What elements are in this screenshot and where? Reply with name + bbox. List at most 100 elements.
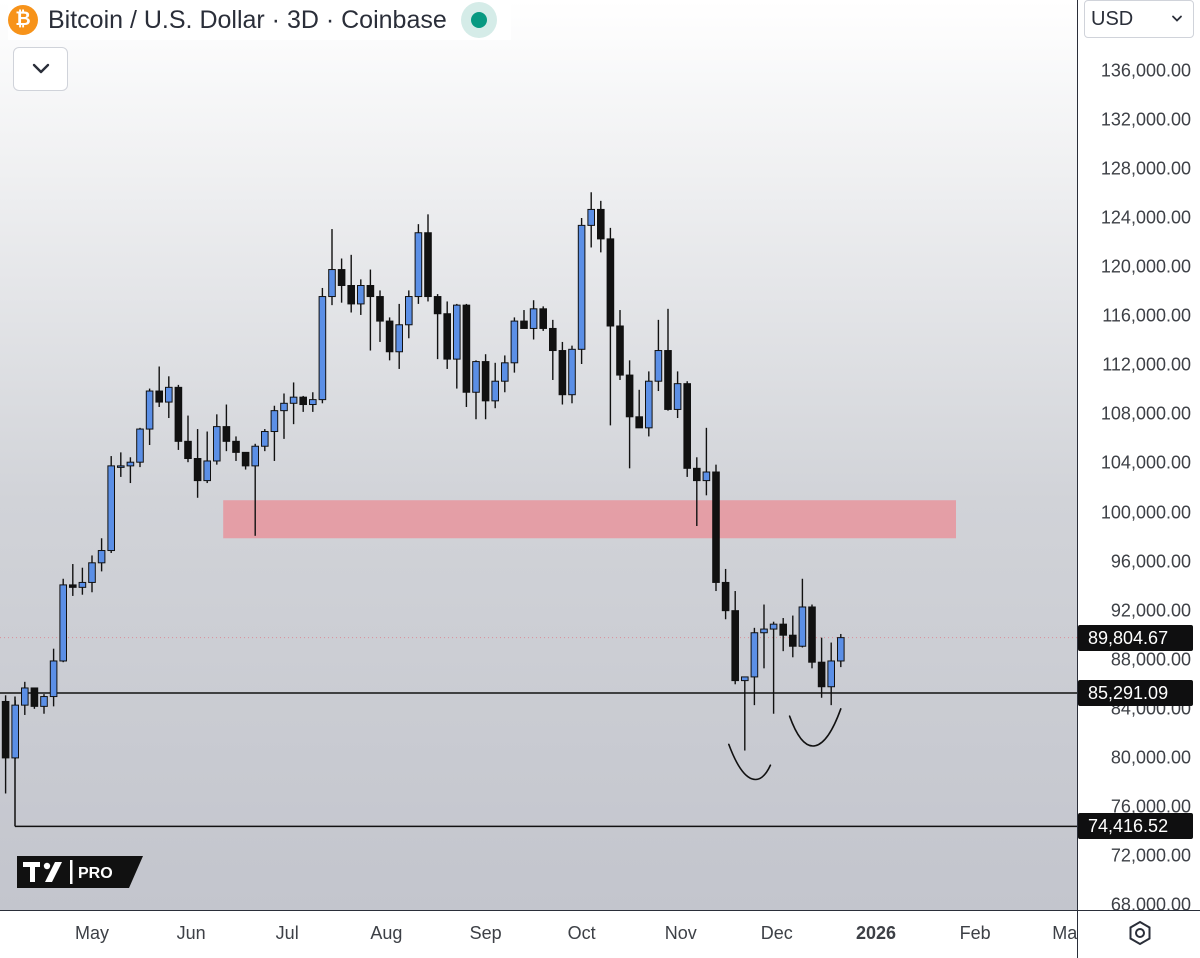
- candle: [577, 218, 586, 365]
- candle: [40, 694, 48, 714]
- candle: [117, 452, 125, 477]
- candle: [222, 404, 231, 452]
- market-status-badge[interactable]: [460, 2, 497, 38]
- bitcoin-icon: ₿: [8, 5, 38, 35]
- price-tick-label: 120,000.00: [1100, 256, 1191, 277]
- candle: [558, 341, 567, 405]
- price-tick-label: 124,000.00: [1100, 207, 1191, 228]
- candle-body-bear: [779, 623, 788, 636]
- candle-body-bull: [59, 584, 68, 662]
- candle: [136, 427, 144, 468]
- time-tick-label: Dec: [760, 923, 793, 943]
- candle-body-bear: [424, 232, 432, 298]
- candle: [616, 310, 624, 380]
- candle: [837, 633, 845, 668]
- candle-body-bull: [395, 324, 403, 353]
- symbol-title[interactable]: Bitcoin / U.S. Dollar · 3D · Coinbase: [48, 5, 447, 34]
- candle-body-bull: [40, 696, 48, 707]
- candle-body-bull: [289, 396, 298, 404]
- candle-body-bear: [30, 687, 39, 707]
- candle: [289, 382, 298, 425]
- time-tick-label: Sep: [469, 923, 502, 943]
- price-level-tag[interactable]: 85,291.09: [1078, 679, 1193, 706]
- hand-drawn-curve-annotation: [728, 743, 772, 781]
- time-tick-label: Oct: [567, 923, 596, 943]
- candle: [712, 464, 720, 592]
- candle: [1, 695, 10, 794]
- candle-body-bear: [625, 374, 634, 418]
- candle-body-bear: [184, 440, 192, 460]
- candle: [462, 303, 471, 407]
- candle-body-bull: [318, 296, 327, 401]
- candle: [529, 300, 538, 340]
- candle: [424, 214, 432, 302]
- candle-body-bull: [145, 390, 154, 430]
- candle-body-bull: [529, 308, 538, 329]
- candle: [155, 366, 163, 407]
- candle: [702, 427, 711, 496]
- candle: [789, 615, 797, 658]
- candle: [673, 371, 682, 419]
- candle: [385, 317, 394, 361]
- candle-body-bull: [203, 460, 211, 482]
- candle-body-bull: [568, 348, 576, 396]
- candle: [721, 568, 730, 620]
- candle-body-bull: [491, 380, 499, 402]
- candle-body-bear: [721, 581, 730, 612]
- candle-body-bull: [126, 461, 135, 467]
- candle-body-bear: [635, 416, 644, 429]
- price-axis[interactable]: 136,000.00 132,000.00 128,000.00 124,000.00…: [1077, 0, 1200, 910]
- candle-body-bear: [616, 325, 624, 376]
- candle-body-bear: [520, 320, 528, 329]
- candle-body-bull: [472, 361, 480, 393]
- candle-body-bull: [654, 350, 663, 382]
- time-tick-label: 2026: [855, 923, 897, 943]
- candle-body-bull: [798, 606, 807, 647]
- price-tick-label: 76,000.00: [1110, 796, 1191, 817]
- candle: [645, 371, 653, 437]
- candle: [443, 301, 451, 369]
- candle-body-bull: [769, 623, 778, 630]
- hand-drawn-curve-annotation: [788, 708, 842, 747]
- candle-body-bull: [501, 362, 509, 382]
- chart-plot-area[interactable]: [0, 0, 1077, 910]
- candle: [251, 443, 259, 536]
- candle-body-bull: [827, 660, 836, 688]
- candle: [453, 303, 461, 389]
- candle: [625, 360, 634, 469]
- price-level-tag[interactable]: 89,804.67: [1078, 624, 1193, 651]
- candle: [664, 308, 672, 411]
- candle: [597, 200, 605, 253]
- collapse-legend-button[interactable]: [13, 47, 68, 91]
- price-tick-label: 100,000.00: [1100, 502, 1191, 522]
- candle-body-bear: [731, 610, 740, 682]
- candle: [405, 290, 413, 339]
- price-level-tag[interactable]: 74,416.52: [1078, 813, 1193, 840]
- currency-select[interactable]: USD: [1084, 0, 1194, 38]
- candle: [491, 362, 499, 409]
- candle: [395, 303, 403, 369]
- candle: [433, 294, 442, 360]
- candle: [21, 681, 29, 715]
- candle: [299, 395, 307, 412]
- candle-body-bear: [481, 361, 490, 402]
- settings-hexagon-icon[interactable]: [1125, 918, 1155, 948]
- time-tick-label: Nov: [664, 923, 697, 943]
- price-tick-label: 112,000.00: [1102, 354, 1191, 375]
- candle: [568, 345, 576, 404]
- price-tick-label: 92,000.00: [1110, 600, 1191, 621]
- symbol-header: ₿ Bitcoin / U.S. Dollar · 3D · Coinbase: [8, 0, 511, 40]
- time-axis[interactable]: May Jun Jul Aug Sep Oct Nov Dec 2026 Feb Ma: [0, 910, 1077, 958]
- candle-body-bear: [385, 320, 394, 353]
- market-status-dot-icon: [470, 12, 487, 28]
- candle: [606, 227, 615, 426]
- candle-body-bull: [702, 471, 711, 482]
- candle-body-bear: [376, 296, 384, 322]
- chevron-down-icon: [32, 63, 49, 74]
- candle-body-bear: [808, 606, 816, 663]
- candle: [347, 254, 355, 313]
- candle: [49, 648, 58, 707]
- candle-body-bear: [155, 390, 163, 403]
- candle: [587, 192, 596, 248]
- candle-body-bull: [414, 232, 423, 298]
